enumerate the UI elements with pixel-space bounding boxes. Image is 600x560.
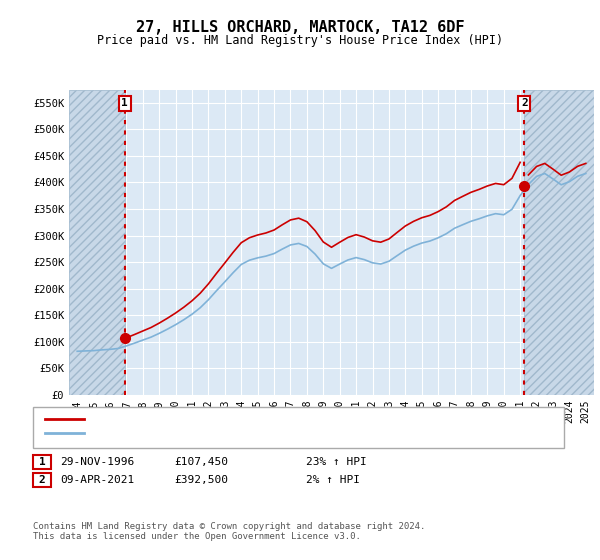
Text: 09-APR-2021: 09-APR-2021 xyxy=(60,475,134,485)
Bar xyxy=(69,90,125,395)
Text: Contains HM Land Registry data © Crown copyright and database right 2024.
This d: Contains HM Land Registry data © Crown c… xyxy=(33,522,425,542)
Text: 2: 2 xyxy=(38,475,46,485)
Text: 1: 1 xyxy=(38,457,46,467)
Text: HPI: Average price, detached house, Somerset: HPI: Average price, detached house, Some… xyxy=(89,428,364,438)
Text: 23% ↑ HPI: 23% ↑ HPI xyxy=(306,457,367,467)
Bar xyxy=(524,90,594,395)
Text: 1: 1 xyxy=(121,99,128,108)
Text: 2% ↑ HPI: 2% ↑ HPI xyxy=(306,475,360,485)
Text: £107,450: £107,450 xyxy=(174,457,228,467)
Text: 27, HILLS ORCHARD, MARTOCK, TA12 6DF: 27, HILLS ORCHARD, MARTOCK, TA12 6DF xyxy=(136,20,464,35)
Text: £392,500: £392,500 xyxy=(174,475,228,485)
Text: 2: 2 xyxy=(521,99,527,108)
Text: Price paid vs. HM Land Registry's House Price Index (HPI): Price paid vs. HM Land Registry's House … xyxy=(97,34,503,46)
Text: 29-NOV-1996: 29-NOV-1996 xyxy=(60,457,134,467)
Text: 27, HILLS ORCHARD, MARTOCK, TA12 6DF (detached house): 27, HILLS ORCHARD, MARTOCK, TA12 6DF (de… xyxy=(89,414,420,424)
